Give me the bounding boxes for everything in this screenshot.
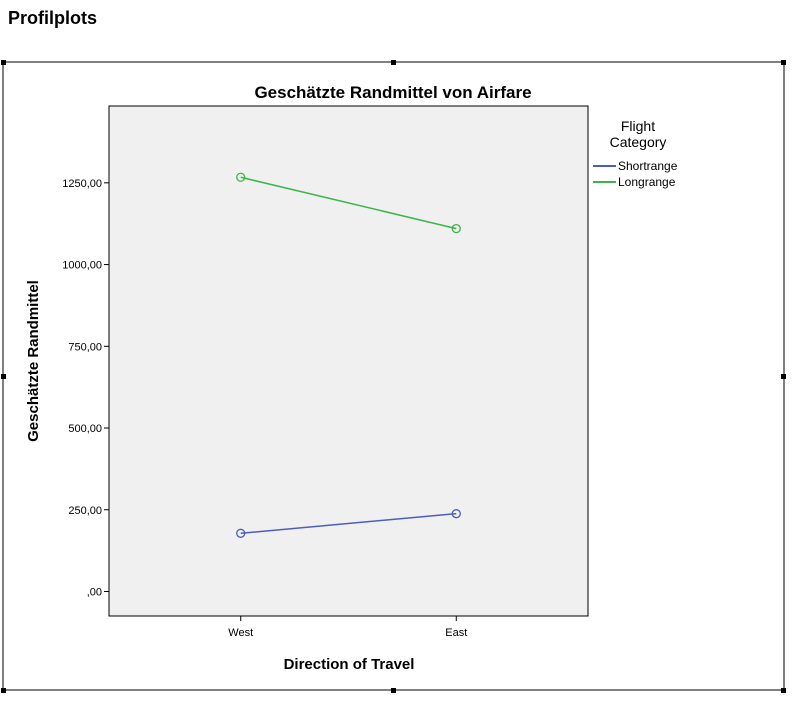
resize-handle-left[interactable] (1, 374, 6, 379)
x-axis-label: Direction of Travel (284, 656, 415, 673)
resize-handle-bottom[interactable] (391, 688, 396, 693)
resize-handle-top-left[interactable] (1, 60, 6, 65)
resize-handle-top[interactable] (391, 60, 396, 65)
data-point (451, 509, 461, 519)
plot-area (108, 105, 589, 617)
y-axis-label: Geschätzte Randmittel (25, 280, 42, 442)
series-longrange (236, 172, 461, 234)
page-heading: Profilplots (8, 8, 97, 28)
x-axis: West East (228, 616, 467, 639)
y-tick-label: 250,00 (68, 505, 102, 517)
series-line (240, 512, 457, 535)
data-point (451, 223, 461, 234)
selection-frame[interactable] (1, 60, 786, 693)
legend: Flight Category Shortrange Longrange (593, 118, 678, 189)
y-tick-label: 750,00 (68, 341, 102, 353)
resize-handle-right[interactable] (781, 374, 786, 379)
y-tick-label: 1250,00 (62, 178, 102, 190)
chart-title: Geschätzte Randmittel von Airfare (254, 83, 531, 102)
x-tick-label: East (445, 627, 467, 639)
legend-items: Shortrange Longrange (593, 159, 678, 189)
y-tick-label: 500,00 (68, 423, 102, 435)
resize-handle-top-right[interactable] (781, 60, 786, 65)
x-tick-label: West (228, 627, 253, 639)
legend-title-line1: Flight (621, 118, 655, 134)
legend-title-line2: Category (610, 134, 667, 150)
y-axis: ,00 250,00 500,00 750,00 1000,00 1250,00 (62, 178, 109, 598)
legend-label: Longrange (618, 175, 676, 189)
series-shortrange (236, 509, 461, 538)
y-tick-label: ,00 (87, 586, 102, 598)
y-tick-label: 1000,00 (62, 260, 102, 272)
resize-handle-bottom-left[interactable] (1, 688, 6, 693)
series-layer (236, 172, 461, 538)
data-point (236, 172, 246, 182)
resize-handle-bottom-right[interactable] (781, 688, 786, 693)
data-point (236, 528, 246, 538)
series-line (240, 176, 457, 230)
legend-label: Shortrange (618, 159, 678, 173)
